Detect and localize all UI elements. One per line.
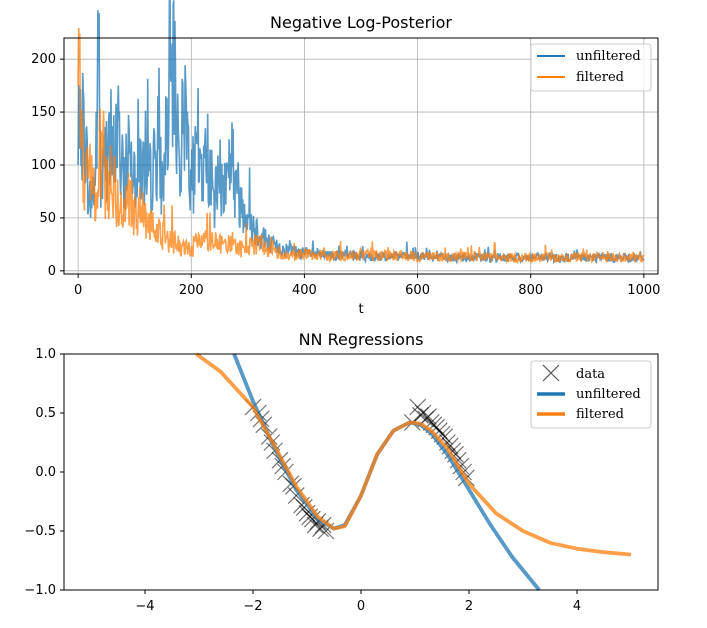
regression-line-filtered — [195, 352, 632, 557]
x-tick-label: 400 — [292, 283, 317, 298]
x-tick-label: 0 — [74, 283, 82, 298]
series-lines — [77, 0, 645, 265]
chart-nn-regressions: NN Regressions −4 −2 0 2 4−1.0−0.50.00.51.0 … — [24, 330, 659, 614]
y-tick-label: 0.0 — [35, 465, 56, 480]
legend: data unfiltered filtered — [530, 360, 652, 429]
regression-line-unfiltered — [232, 353, 541, 592]
x-tick-label: 800 — [518, 283, 543, 298]
y-tick-label: 1.0 — [35, 347, 56, 362]
legend-label-filtered: filtered — [576, 407, 624, 422]
legend-label-unfiltered: unfiltered — [576, 49, 641, 64]
y-tick-label: −1.0 — [24, 583, 56, 598]
x-tick-label: −4 — [135, 599, 154, 614]
x-axis-label: t — [358, 302, 363, 317]
y-tick-label: 100 — [31, 158, 56, 173]
legend-swatch-data — [542, 364, 560, 382]
x-tick-label: 600 — [405, 283, 430, 298]
ticks: 0 200 400 600 800 1000 0 50 100 150 200 — [31, 52, 660, 298]
data-point — [420, 408, 437, 425]
x-tick-label: 2 — [465, 599, 473, 614]
y-tick-label: 0 — [48, 264, 56, 279]
plot-frame — [63, 37, 659, 275]
x-tick-label: −2 — [243, 599, 262, 614]
legend-label-unfiltered: unfiltered — [576, 387, 641, 402]
chart-log-posterior: Negative Log-Posterior 0 200 400 600 800 1000… — [31, 0, 660, 317]
y-tick-label: 0.5 — [35, 406, 56, 421]
legend-label-data: data — [576, 367, 605, 382]
ticks: −4 −2 0 2 4 −1.0 −0.5 0.0 0.5 1.0 — [24, 347, 581, 614]
legend: unfiltered filtered — [530, 43, 652, 92]
data-markers — [244, 398, 475, 540]
series-line-filtered — [77, 27, 645, 265]
y-tick-label: 150 — [31, 105, 56, 120]
y-tick-label: 200 — [31, 52, 56, 67]
x-tick-label: 200 — [179, 283, 204, 298]
data-point — [414, 404, 432, 422]
legend-label-filtered: filtered — [576, 70, 624, 85]
chart-title: NN Regressions — [299, 330, 424, 349]
regression-lines — [195, 352, 632, 592]
y-tick-label: 50 — [39, 211, 56, 226]
x-tick-label: 0 — [357, 599, 365, 614]
y-tick-label: −0.5 — [24, 524, 56, 539]
x-tick-label: 4 — [573, 599, 581, 614]
legend-box — [530, 360, 652, 429]
data-point — [287, 487, 305, 505]
data-point — [309, 513, 327, 530]
chart-title: Negative Log-Posterior — [270, 13, 452, 32]
x-tick-label: 1000 — [627, 283, 660, 298]
